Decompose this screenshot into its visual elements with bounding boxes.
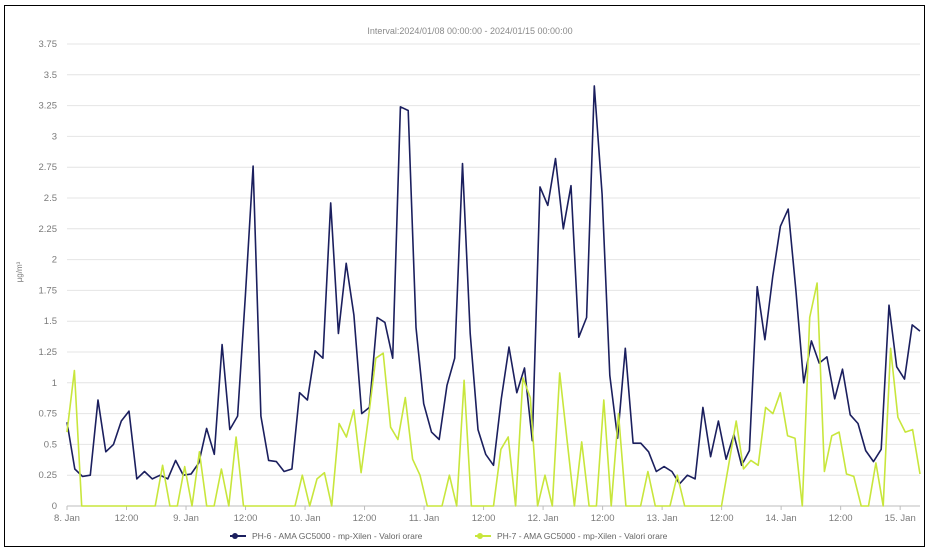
y-tick-label: 1.5 (44, 316, 57, 327)
x-tick-label: 10. Jan (289, 513, 320, 524)
y-tick-label: 0 (52, 501, 57, 512)
chart-frame (4, 5, 925, 547)
y-tick-label: 2.5 (44, 193, 57, 204)
x-tick-label: 12:00 (710, 513, 734, 524)
legend-label: PH-6 - AMA GC5000 - mp-Xilen - Valori or… (252, 531, 423, 541)
x-tick-label: 12:00 (353, 513, 377, 524)
y-tick-label: 0.75 (39, 409, 58, 420)
y-axis-ticks: 0 0.25 0.5 0.75 1 1.25 1.5 1.75 2 2.25 2.5 2.75 3 3.2… (39, 39, 58, 512)
x-tick-label: 12:00 (234, 513, 258, 524)
legend-swatch-marker (232, 533, 238, 539)
y-tick-label: 1.75 (39, 285, 58, 296)
x-tick-label: 8. Jan (54, 513, 80, 524)
x-tick-label: 12. Jan (528, 513, 559, 524)
x-tick-label: 12:00 (829, 513, 853, 524)
legend-item-2[interactable]: PH-7 - AMA GC5000 - mp-Xilen - Valori or… (475, 531, 668, 541)
x-tick-label: 11. Jan (409, 513, 439, 524)
y-tick-label: 2.25 (39, 224, 58, 235)
legend[interactable]: PH-6 - AMA GC5000 - mp-Xilen - Valori or… (230, 531, 668, 541)
y-tick-label: 3 (52, 131, 57, 142)
x-tick-label: 12:00 (591, 513, 615, 524)
x-tick-label: 13. Jan (647, 513, 678, 524)
legend-swatch-marker (477, 533, 483, 539)
y-tick-label: 3.75 (39, 39, 58, 50)
y-tick-label: 2 (52, 255, 57, 266)
x-axis-ticks: 8. Jan 12:00 9. Jan 12:00 10. Jan 12:00 11. Ja… (54, 505, 920, 524)
y-tick-label: 3.25 (39, 101, 58, 112)
x-tick-label: 9. Jan (173, 513, 199, 524)
series-line-2 (66, 282, 921, 507)
series-line-1 (66, 85, 921, 485)
x-tick-label: 14. Jan (766, 513, 797, 524)
y-tick-label: 3.5 (44, 70, 57, 81)
y-tick-label: 0.5 (44, 439, 57, 450)
y-tick-label: 1.25 (39, 347, 58, 358)
x-tick-label: 15. Jan (885, 513, 916, 524)
series (66, 85, 921, 507)
x-tick-label: 12:00 (115, 513, 139, 524)
y-tick-label: 2.75 (39, 162, 58, 173)
chart-title: Interval:2024/01/08 00:00:00 - 2024/01/1… (367, 26, 572, 36)
y-tick-label: 0.25 (39, 470, 58, 481)
legend-label: PH-7 - AMA GC5000 - mp-Xilen - Valori or… (497, 531, 668, 541)
y-axis-label: µg/m³ (15, 261, 24, 282)
y-tick-label: 1 (52, 378, 57, 389)
legend-item-1[interactable]: PH-6 - AMA GC5000 - mp-Xilen - Valori or… (230, 531, 423, 541)
x-tick-label: 12:00 (472, 513, 496, 524)
